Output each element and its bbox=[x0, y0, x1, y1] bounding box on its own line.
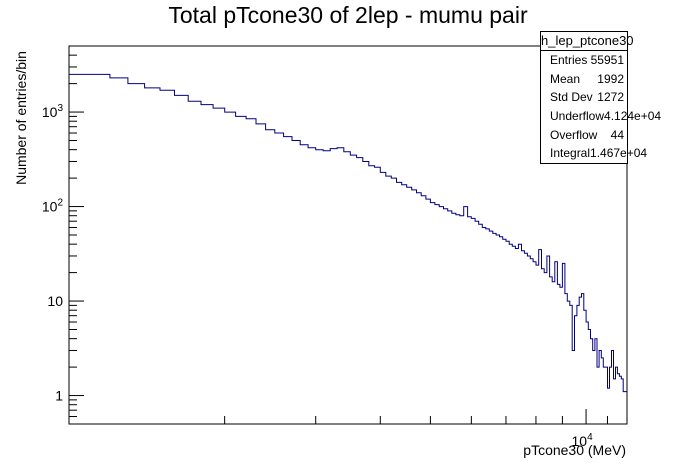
y-tick-label: 102 bbox=[42, 198, 64, 215]
stats-box: h_lep_ptcone30 Entries 55951 Mean 1992 S… bbox=[540, 31, 661, 164]
x-tick-label: 104 bbox=[571, 432, 593, 449]
y-tick-label: 1 bbox=[55, 388, 63, 404]
stats-label: Entries bbox=[550, 53, 588, 67]
stats-label: Overflow bbox=[550, 127, 598, 142]
y-axis-label: Number of entries/bin bbox=[13, 51, 29, 185]
stats-value: 1.467e+04 bbox=[590, 146, 648, 161]
stats-row-integral: Integral 1.467e+04 bbox=[541, 144, 647, 163]
y-tick-label: 103 bbox=[42, 103, 64, 120]
stats-value: 4.124e+04 bbox=[604, 109, 662, 124]
stats-value: 1272 bbox=[597, 90, 624, 105]
stats-label: Integral bbox=[550, 146, 591, 161]
stats-value: 1992 bbox=[597, 71, 624, 86]
chart-title: Total pTcone30 of 2lep - mumu pair bbox=[168, 2, 528, 28]
stats-label: Mean bbox=[550, 71, 581, 86]
stats-box-title: h_lep_ptcone30 bbox=[541, 32, 634, 51]
y-tick-label: 10 bbox=[47, 293, 63, 309]
stats-row-entries: Entries 55951 bbox=[541, 51, 627, 70]
stats-value: 44 bbox=[610, 127, 624, 142]
stats-row-underflow: Underflow 4.124e+04 bbox=[541, 107, 661, 126]
stats-row-overflow: Overflow 44 bbox=[541, 126, 627, 145]
x-axis-label: pTcone30 (MeV) bbox=[523, 442, 626, 458]
stats-row-std-dev: Std Dev 1272 bbox=[541, 88, 627, 107]
stats-label: Underflow bbox=[550, 109, 605, 124]
histogram-line bbox=[69, 73, 627, 393]
stats-row-mean: Mean 1992 bbox=[541, 70, 627, 89]
stats-value: 55951 bbox=[590, 53, 624, 67]
stats-label: Std Dev bbox=[550, 90, 593, 105]
